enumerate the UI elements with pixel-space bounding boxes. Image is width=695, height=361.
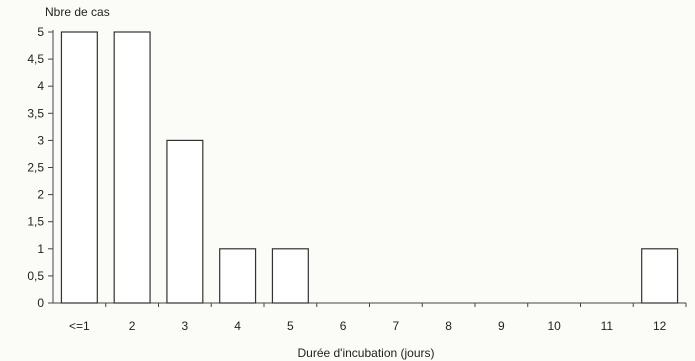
x-tick-label: 12 — [653, 319, 667, 333]
x-tick-label: 7 — [393, 319, 400, 333]
x-tick-label: 4 — [234, 319, 241, 333]
bar — [113, 31, 151, 304]
y-tick-label: 0 — [37, 296, 44, 310]
bar — [271, 248, 309, 304]
y-tick-label: 4,5 — [27, 52, 44, 66]
x-tick-label: 10 — [547, 319, 561, 333]
y-tick-label: 2,5 — [27, 161, 44, 175]
bar — [641, 248, 679, 304]
y-tick-label: 4 — [37, 79, 44, 93]
x-tick-label: 8 — [445, 319, 452, 333]
y-axis: 0 0,5 1 1,5 2 2,5 3 3,5 4 4,5 5 — [27, 25, 54, 310]
x-tick-label: 5 — [287, 319, 294, 333]
x-tick-label: 11 — [601, 319, 614, 333]
y-tick-label: 3 — [37, 133, 44, 147]
y-tick-label: 1 — [37, 242, 44, 256]
y-tick-label: 3,5 — [27, 106, 44, 120]
y-tick-label: 5 — [37, 25, 44, 39]
bar — [166, 139, 204, 304]
x-axis-label: Durée d'incubation (jours) — [297, 346, 434, 360]
x-tick-label: 2 — [129, 319, 136, 333]
y-tick-label: 1,5 — [27, 215, 44, 229]
x-tick-label: 9 — [498, 319, 505, 333]
x-tick-label: <=1 — [69, 319, 90, 333]
x-tick-label: 3 — [182, 319, 189, 333]
y-axis-label: Nbre de cas — [45, 5, 110, 19]
y-tick-label: 2 — [37, 188, 44, 202]
x-axis: <=1 2 3 4 5 6 7 8 9 10 11 12 — [53, 302, 687, 333]
x-tick-label: 6 — [340, 319, 347, 333]
y-tick-label: 0,5 — [27, 269, 44, 283]
bar — [60, 31, 98, 304]
bars — [60, 31, 679, 304]
bar — [219, 248, 257, 304]
